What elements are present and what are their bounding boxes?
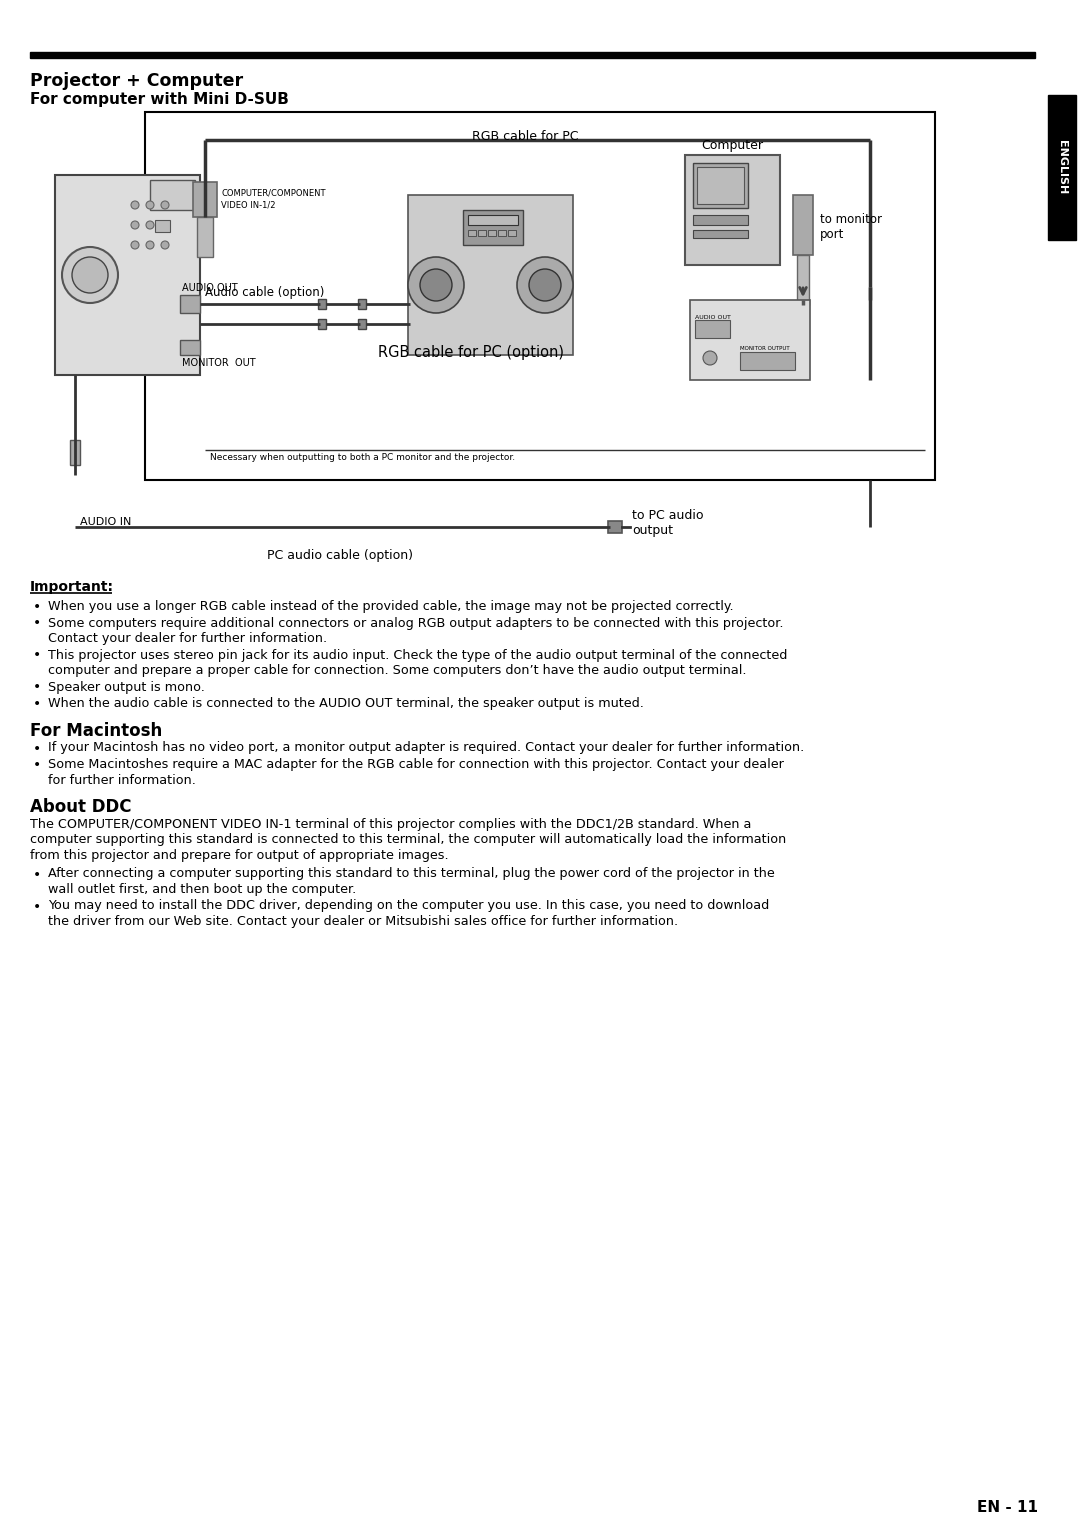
Text: COMPUTER/COMPONENT: COMPUTER/COMPONENT (221, 188, 325, 197)
Bar (478, 231, 486, 235)
Text: AUDIO OUT: AUDIO OUT (696, 315, 731, 319)
Text: AUDIO OUT: AUDIO OUT (183, 283, 238, 293)
Bar (1048, 95, 1076, 240)
Text: The COMPUTER/COMPONENT VIDEO IN-1 terminal of this projector complies with the D: The COMPUTER/COMPONENT VIDEO IN-1 termin… (30, 817, 752, 831)
Bar (693, 231, 748, 238)
Bar (468, 231, 476, 235)
Text: Audio cable (option): Audio cable (option) (205, 286, 324, 299)
Text: PC audio cable (option): PC audio cable (option) (267, 549, 413, 562)
Text: Contact your dealer for further information.: Contact your dealer for further informat… (48, 633, 327, 645)
Text: This projector uses stereo pin jack for its audio input. Check the type of the a: This projector uses stereo pin jack for … (48, 648, 787, 662)
Text: computer supporting this standard is connected to this terminal, the computer wi: computer supporting this standard is con… (30, 833, 786, 847)
Bar (608, 521, 622, 533)
Text: from this projector and prepare for output of appropriate images.: from this projector and prepare for outp… (30, 850, 448, 862)
Text: •: • (33, 741, 41, 755)
Circle shape (529, 269, 561, 301)
Circle shape (517, 257, 573, 313)
Bar (408, 196, 573, 354)
Text: computer and prepare a proper cable for connection. Some computers don’t have th: computer and prepare a proper cable for … (48, 665, 746, 677)
Text: Projector + Computer: Projector + Computer (30, 72, 243, 90)
Text: to PC audio
output: to PC audio output (632, 509, 703, 536)
Text: When the audio cable is connected to the AUDIO OUT terminal, the speaker output : When the audio cable is connected to the… (48, 697, 644, 711)
Text: •: • (33, 680, 41, 695)
Circle shape (408, 257, 464, 313)
Text: for further information.: for further information. (48, 773, 195, 787)
Text: MONITOR  OUT: MONITOR OUT (183, 358, 256, 368)
Text: wall outlet first, and then boot up the computer.: wall outlet first, and then boot up the … (48, 883, 356, 895)
Bar (696, 319, 730, 338)
Bar (30, 52, 1035, 58)
Text: About DDC: About DDC (30, 798, 132, 816)
Text: EN - 11: EN - 11 (977, 1500, 1038, 1514)
Circle shape (72, 257, 108, 293)
Bar (463, 209, 523, 244)
Text: Important:: Important: (30, 581, 114, 594)
Circle shape (131, 241, 139, 249)
Text: •: • (33, 601, 41, 614)
Circle shape (146, 202, 154, 209)
Circle shape (146, 241, 154, 249)
Text: the driver from our Web site. Contact your dealer or Mitsubishi sales office for: the driver from our Web site. Contact yo… (48, 915, 678, 927)
Bar (793, 196, 813, 255)
Bar (197, 217, 213, 257)
Bar (145, 112, 935, 480)
Bar (180, 295, 200, 313)
Bar (318, 299, 326, 309)
Text: RGB cable for PC: RGB cable for PC (472, 130, 578, 144)
Bar (740, 351, 795, 370)
Text: RGB cable for PC (option): RGB cable for PC (option) (378, 345, 564, 361)
Circle shape (131, 202, 139, 209)
Text: Computer: Computer (701, 139, 762, 151)
Text: AUDIO IN: AUDIO IN (80, 516, 132, 527)
Bar (70, 440, 80, 465)
Circle shape (62, 248, 118, 303)
Bar (180, 341, 200, 354)
Text: When you use a longer RGB cable instead of the provided cable, the image may not: When you use a longer RGB cable instead … (48, 601, 733, 613)
Text: Some computers require additional connectors or analog RGB output adapters to be: Some computers require additional connec… (48, 616, 783, 630)
Bar (693, 215, 748, 225)
Bar (357, 319, 366, 329)
Bar (690, 299, 810, 380)
Text: ENGLISH: ENGLISH (1057, 141, 1067, 194)
Bar (150, 180, 195, 209)
Bar (193, 182, 217, 217)
Text: For computer with Mini D-SUB: For computer with Mini D-SUB (30, 92, 288, 107)
Text: You may need to install the DDC driver, depending on the computer you use. In th: You may need to install the DDC driver, … (48, 900, 769, 912)
Circle shape (131, 222, 139, 229)
Bar (357, 299, 366, 309)
Circle shape (146, 222, 154, 229)
Text: Speaker output is mono.: Speaker output is mono. (48, 680, 205, 694)
Text: to monitor
port: to monitor port (820, 212, 882, 241)
Text: After connecting a computer supporting this standard to this terminal, plug the : After connecting a computer supporting t… (48, 868, 774, 880)
Bar (55, 176, 200, 374)
Circle shape (161, 241, 168, 249)
Text: Some Macintoshes require a MAC adapter for the RGB cable for connection with thi: Some Macintoshes require a MAC adapter f… (48, 758, 784, 772)
Text: •: • (33, 697, 41, 711)
Bar (797, 255, 809, 306)
Bar (697, 167, 744, 205)
Text: Necessary when outputting to both a PC monitor and the projector.: Necessary when outputting to both a PC m… (210, 452, 515, 461)
Text: If your Macintosh has no video port, a monitor output adapter is required. Conta: If your Macintosh has no video port, a m… (48, 741, 805, 755)
Circle shape (161, 202, 168, 209)
Circle shape (420, 269, 453, 301)
Bar (318, 319, 326, 329)
Text: •: • (33, 616, 41, 631)
Bar (508, 231, 516, 235)
Text: •: • (33, 648, 41, 663)
Bar (693, 163, 748, 208)
Text: For Macintosh: For Macintosh (30, 721, 162, 740)
Bar (685, 154, 780, 264)
Bar (156, 220, 170, 232)
Text: •: • (33, 900, 41, 914)
Circle shape (161, 222, 168, 229)
Text: MONITOR OUTPUT: MONITOR OUTPUT (740, 345, 789, 351)
Bar (498, 231, 507, 235)
Text: •: • (33, 758, 41, 772)
Text: •: • (33, 868, 41, 882)
Bar (468, 215, 518, 225)
Bar (488, 231, 496, 235)
Circle shape (703, 351, 717, 365)
Text: VIDEO IN-1/2: VIDEO IN-1/2 (221, 200, 275, 209)
